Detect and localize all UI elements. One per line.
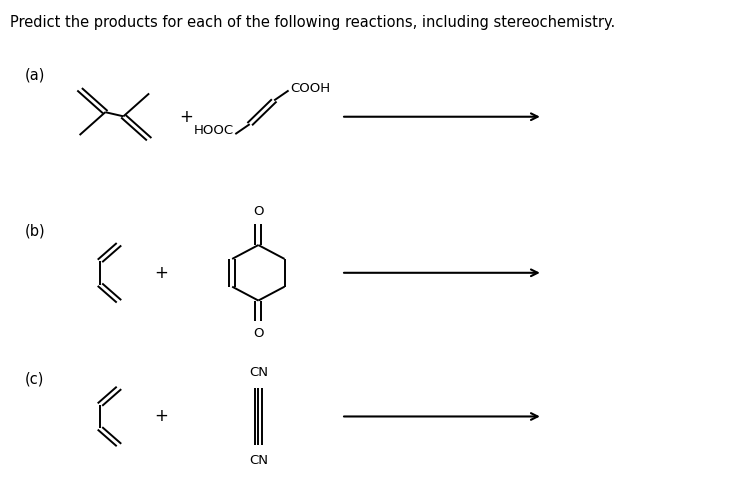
Text: +: + [179, 108, 194, 126]
Text: (b): (b) [24, 223, 45, 238]
Text: O: O [253, 205, 264, 218]
Text: Predict the products for each of the following reactions, including stereochemis: Predict the products for each of the fol… [10, 15, 615, 30]
Text: +: + [154, 264, 168, 282]
Text: CN: CN [248, 366, 268, 379]
Text: CN: CN [248, 454, 268, 467]
Text: COOH: COOH [290, 82, 330, 95]
Text: HOOC: HOOC [194, 124, 234, 137]
Text: (c): (c) [24, 372, 44, 387]
Text: (a): (a) [24, 67, 44, 82]
Text: +: + [154, 407, 168, 425]
Text: O: O [253, 327, 264, 340]
